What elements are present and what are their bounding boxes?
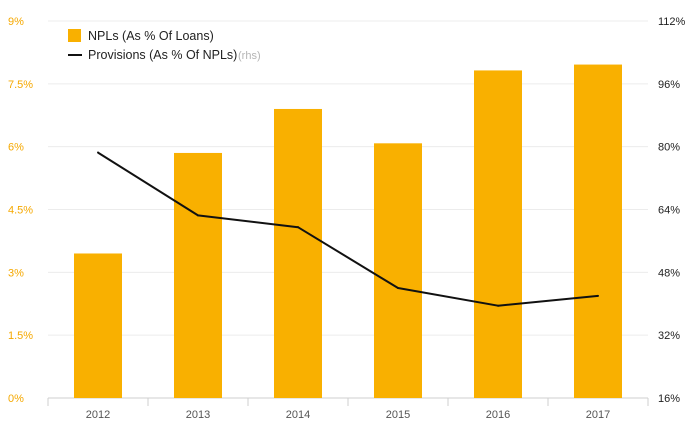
y-right-tick-label: 80%	[658, 142, 680, 154]
point-provisions-2012	[97, 151, 99, 154]
point-provisions-2016	[497, 304, 499, 307]
bar-npls-2013	[174, 152, 222, 398]
legend-label-provisions: Provisions (As % Of NPLs)	[88, 48, 237, 62]
y-left-tick-label: 4.5%	[8, 205, 33, 217]
y-left-tick-label: 9%	[8, 16, 24, 28]
x-tick-label: 2013	[186, 409, 210, 421]
y-right-tick-label: 96%	[658, 79, 680, 91]
legend-label-npls: NPLs (As % Of Loans)	[88, 29, 214, 43]
y-left-tick-label: 0%	[8, 393, 24, 405]
x-tick-label: 2012	[86, 409, 110, 421]
x-tick-label: 2014	[286, 409, 310, 421]
point-provisions-2015	[397, 287, 399, 290]
point-provisions-2014	[297, 226, 299, 229]
x-tick-label: 2016	[486, 409, 510, 421]
y-right-tick-label: 48%	[658, 267, 680, 279]
y-right-tick-label: 64%	[658, 205, 680, 217]
y-right-tick-label: 16%	[658, 393, 680, 405]
x-tick-label: 2015	[386, 409, 410, 421]
legend-swatch-npls	[68, 29, 81, 42]
line-provisions	[97, 151, 599, 307]
y-right-tick-label: 112%	[658, 16, 686, 28]
bar-npls-2014	[274, 108, 322, 398]
y-left-tick-label: 6%	[8, 142, 24, 154]
bar-npls-2015	[374, 143, 422, 398]
point-provisions-2013	[197, 214, 199, 217]
bar-npls-2012	[74, 253, 122, 398]
y-left-tick-label: 3%	[8, 267, 24, 279]
bar-npls-2016	[474, 70, 522, 398]
bar-npls-2017	[574, 64, 622, 398]
y-right-tick-label: 32%	[658, 330, 680, 342]
point-provisions-2017	[597, 294, 599, 297]
y-left-tick-label: 7.5%	[8, 79, 33, 91]
legend-note-rhs: (rhs)	[238, 50, 261, 62]
x-tick-label: 2017	[586, 409, 610, 421]
y-left-tick-label: 1.5%	[8, 330, 33, 342]
